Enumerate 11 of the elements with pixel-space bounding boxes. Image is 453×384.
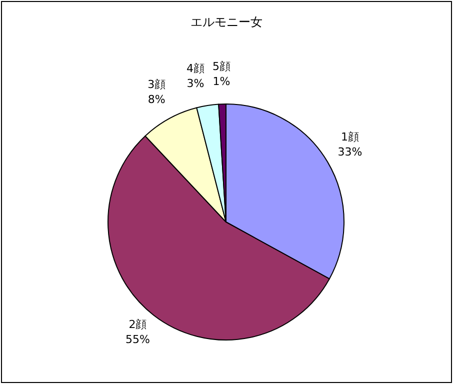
- data-label: 33%: [338, 146, 362, 159]
- slice-label: 5顔: [212, 60, 230, 74]
- slice-label: 4顔: [186, 62, 204, 75]
- slice-label: 3顔: [148, 78, 166, 91]
- data-label: 3%: [186, 76, 204, 90]
- data-label: 1%: [212, 75, 230, 88]
- data-label: 55%: [126, 332, 150, 346]
- slice-label: 2顔: [128, 318, 147, 331]
- chart-title: エルモニー女: [190, 15, 262, 29]
- slice-label: 1顔: [340, 130, 359, 144]
- data-label: 8%: [148, 92, 166, 106]
